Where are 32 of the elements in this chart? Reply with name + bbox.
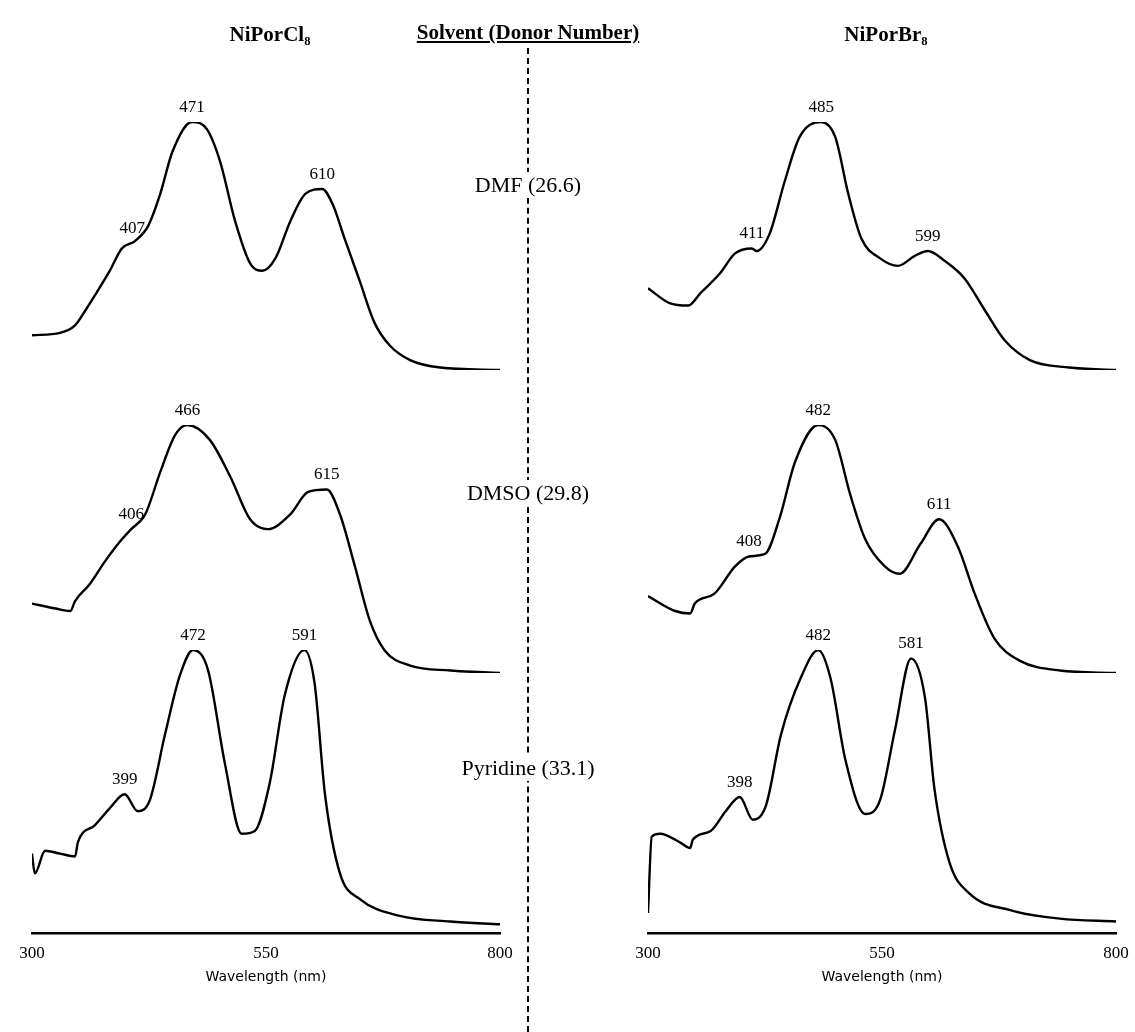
annotation: 406 bbox=[118, 504, 144, 524]
chart-title: NiPorBr₈ bbox=[844, 22, 928, 46]
x-tick-label: 550 bbox=[253, 943, 279, 963]
x-axis-title: Wavelength (nm) bbox=[821, 968, 943, 985]
annotation: 482 bbox=[805, 399, 832, 419]
x-tick-label: 800 bbox=[1103, 943, 1129, 963]
annotation: 591 bbox=[291, 624, 318, 644]
annotation: 408 bbox=[736, 531, 762, 551]
x-axis-title: Wavelength (nm) bbox=[205, 968, 327, 985]
annotation: 398 bbox=[726, 772, 753, 792]
annotation: 485 bbox=[808, 96, 834, 116]
annotation: Pyridine (33.1) bbox=[400, 755, 656, 781]
annotation: 615 bbox=[314, 464, 340, 484]
annotation: 472 bbox=[180, 624, 206, 644]
annotation: DMF (26.6) bbox=[400, 172, 656, 198]
annotation: 610 bbox=[309, 163, 335, 183]
annotation: 471 bbox=[179, 96, 205, 116]
annotation: 399 bbox=[111, 769, 138, 789]
annotation: 599 bbox=[915, 225, 941, 245]
x-tick-label: 550 bbox=[869, 943, 895, 963]
annotation: 411 bbox=[739, 223, 765, 243]
annotation: 581 bbox=[898, 633, 924, 653]
x-tick-label: 800 bbox=[487, 943, 513, 963]
annotation: 407 bbox=[119, 218, 146, 238]
annotation: 611 bbox=[926, 494, 952, 514]
x-tick-label: 300 bbox=[19, 943, 45, 963]
chart-title: NiPorCl₈ bbox=[229, 22, 311, 46]
x-tick-label: 300 bbox=[635, 943, 661, 963]
annotation: 482 bbox=[805, 624, 832, 644]
annotation: 466 bbox=[174, 399, 201, 419]
text: Solvent (Donor Number) bbox=[400, 20, 656, 45]
annotation: DMSO (29.8) bbox=[400, 480, 656, 506]
